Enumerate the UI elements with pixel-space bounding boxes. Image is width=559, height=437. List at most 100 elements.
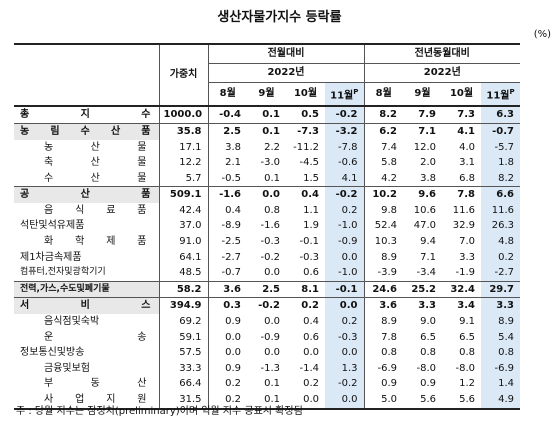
- value-cell: -3.2: [325, 123, 364, 140]
- value-cell: 9.8: [363, 202, 403, 219]
- table-row: 축 산 물 12.2 2.1 -3.0 -4.5 -0.6 5.8 2.0 3.1 1.8: [14, 155, 521, 171]
- row-label: 사 업 지 원: [44, 394, 147, 406]
- table-row: 제1차금속제품 64.1 -2.7 -0.2 -0.3 0.0 8.9 7.1 3.3 0.2: [14, 249, 521, 266]
- value-cell: -7.8: [325, 139, 364, 156]
- value-cell: 8.2: [363, 106, 403, 124]
- value-cell: -1.0: [325, 218, 364, 235]
- value-cell: 9.4: [420, 236, 436, 248]
- header-row: 가중치 전월대비 전년동월대비: [14, 44, 521, 107]
- value-cell: 0.1: [262, 109, 280, 121]
- value-cell: -0.9: [260, 331, 280, 343]
- value-cell: -0.1: [299, 236, 319, 248]
- weight-cell: 31.5: [158, 392, 208, 409]
- value-cell: -0.7: [481, 123, 521, 140]
- row-label: 농 림 수 산 품: [14, 123, 159, 140]
- value-cell: -0.3: [325, 329, 364, 346]
- value-cell: 1.2: [459, 378, 475, 390]
- value-cell: 0.9: [207, 314, 247, 330]
- value-cell: 0.4: [303, 316, 319, 328]
- table-row: 컴퓨터,전자및광학기기 48.5 -0.7 0.0 0.6 -1.0 -3.9 -3.4 -1.…: [14, 265, 521, 282]
- value-cell: 5.4: [481, 329, 521, 346]
- value-cell: 3.1: [459, 157, 475, 169]
- value-cell: 0.8: [459, 347, 475, 359]
- value-cell: 3.3: [418, 300, 436, 312]
- note: 주 : 당월 지수는 잠정치(preliminary)이며 익월 지수 공표시 …: [16, 406, 303, 417]
- value-cell: -1.4: [299, 362, 319, 374]
- weight-cell: 509.1: [158, 186, 208, 203]
- value-cell: 0.0: [325, 297, 364, 315]
- weight-cell: 42.4: [158, 202, 208, 219]
- value-cell: -0.2: [260, 251, 280, 263]
- value-cell: 5.8: [363, 155, 403, 171]
- table-row: 총 지 수 1000.0 -0.4 0.1 0.5 -0.2 8.2 7.9 7.3 6.3: [14, 106, 521, 124]
- value-cell: -3.0: [260, 157, 280, 169]
- value-cell: 0.4: [207, 202, 247, 219]
- weight-cell: 35.8: [158, 123, 208, 140]
- row-label: 수 산 물: [44, 172, 147, 184]
- value-cell: 6.5: [420, 331, 436, 343]
- value-cell: 0.0: [325, 345, 364, 361]
- month-header: 10월: [449, 88, 474, 100]
- value-cell: 0.0: [325, 392, 364, 409]
- value-cell: 0.9: [363, 376, 403, 393]
- header-cell: 가중치: [158, 44, 208, 107]
- value-cell: -0.9: [325, 234, 364, 250]
- value-cell: -1.0: [325, 265, 364, 282]
- group-header: 전년동월대비: [363, 44, 521, 64]
- value-cell: 12.0: [413, 141, 436, 153]
- value-cell: 6.5: [459, 331, 475, 343]
- table-body: 총 지 수 1000.0 -0.4 0.1 0.5 -0.2 8.2 7.9 7.3 6.3 농 림…: [14, 106, 521, 409]
- value-cell: -0.4: [207, 106, 247, 124]
- group-header: 전월대비: [207, 44, 364, 64]
- value-cell: 0.0: [325, 249, 364, 266]
- value-cell: 29.7: [481, 281, 521, 298]
- value-cell: -1.9: [455, 267, 475, 279]
- value-cell: 0.1: [264, 172, 280, 184]
- value-cell: 0.6: [303, 267, 319, 279]
- value-cell: 0.5: [301, 109, 319, 121]
- month-header: 8월: [363, 82, 403, 107]
- value-cell: 11.6: [481, 202, 521, 219]
- table: 가중치 전월대비 전년동월대비 2022년 2022년 8월 9월 10월 11월P 8월 9월 10…: [14, 43, 521, 410]
- value-cell: -1.6: [207, 186, 247, 203]
- weight-cell: 394.9: [158, 297, 208, 315]
- value-cell: 8.2: [481, 170, 521, 187]
- value-cell: 8.1: [301, 283, 319, 295]
- prelim-mark: P: [353, 88, 359, 96]
- value-cell: 1.3: [325, 360, 364, 377]
- value-cell: 8.9: [363, 249, 403, 266]
- row-label: 서 비 스: [14, 297, 159, 315]
- value-cell: -8.0: [416, 362, 436, 374]
- value-cell: 7.9: [418, 109, 436, 121]
- row-label: 음 식 료 품: [44, 204, 147, 216]
- value-cell: 32.4: [450, 283, 475, 295]
- value-cell: 0.8: [363, 345, 403, 361]
- weight-cell: 1000.0: [158, 106, 208, 124]
- row-label: 공 산 품: [14, 186, 159, 203]
- value-cell: 4.0: [459, 141, 475, 153]
- value-cell: 0.0: [262, 189, 280, 201]
- value-cell: 0.0: [207, 345, 247, 361]
- value-cell: 2.1: [207, 155, 247, 171]
- value-cell: -0.2: [325, 186, 364, 203]
- value-cell: -4.5: [299, 157, 319, 169]
- weight-cell: 17.1: [158, 139, 208, 156]
- value-cell: 10.3: [363, 234, 403, 250]
- value-cell: -0.1: [325, 281, 364, 298]
- value-cell: -0.2: [325, 106, 364, 124]
- value-cell: 4.8: [481, 234, 521, 250]
- value-cell: 2.5: [207, 123, 247, 140]
- row-label: 금융및보험: [44, 362, 90, 374]
- value-cell: 26.3: [481, 218, 521, 235]
- value-cell: 0.0: [303, 394, 319, 406]
- weight-cell: 33.3: [158, 360, 208, 377]
- value-cell: 0.8: [481, 345, 521, 361]
- value-cell: -0.5: [207, 170, 247, 187]
- value-cell: 8.9: [481, 314, 521, 330]
- row-label: 운 송: [44, 331, 147, 343]
- header-row: 2022년 2022년: [14, 63, 521, 83]
- value-cell: 0.2: [481, 249, 521, 266]
- value-cell: 6.3: [481, 106, 521, 124]
- value-cell: -2.7: [207, 249, 247, 266]
